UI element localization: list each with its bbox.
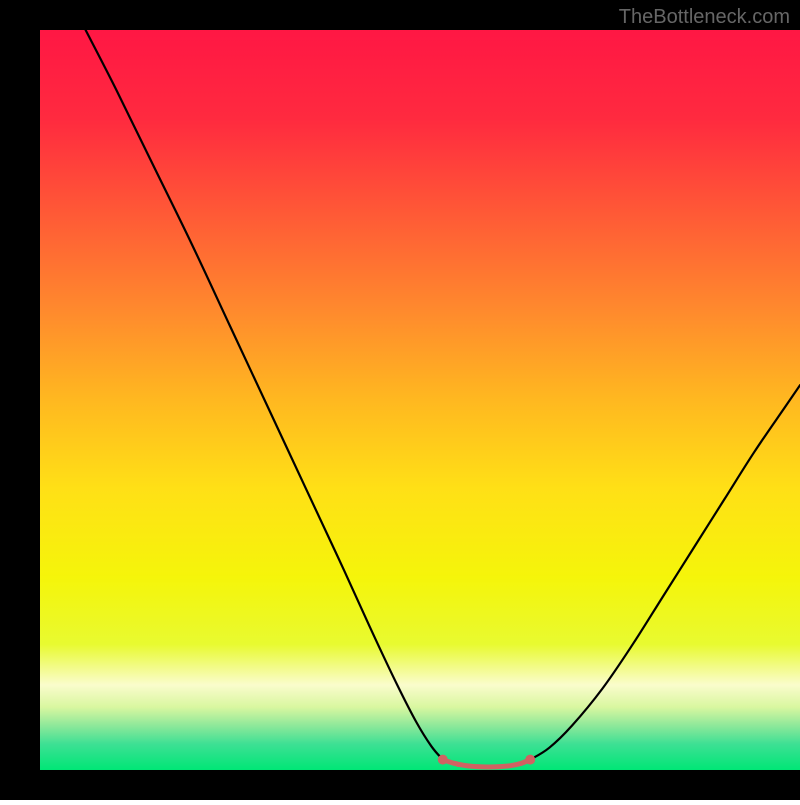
- optimal-range-dot: [488, 765, 492, 769]
- chart-svg: [0, 0, 800, 800]
- bottleneck-chart: [0, 0, 800, 800]
- optimal-range-dot: [456, 763, 460, 767]
- optimal-range-endpoint: [438, 755, 448, 765]
- optimal-range-dot: [498, 764, 502, 768]
- watermark-text: TheBottleneck.com: [619, 6, 790, 29]
- optimal-range-dot: [477, 764, 481, 768]
- optimal-range-dot: [509, 763, 513, 767]
- optimal-range-dot: [519, 762, 523, 766]
- optimal-range-endpoint: [525, 755, 535, 765]
- optimal-range-dot: [466, 764, 470, 768]
